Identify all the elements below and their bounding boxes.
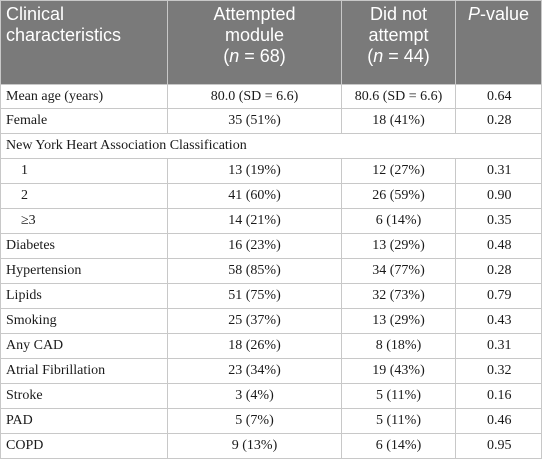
section-heading-cell: New York Heart Association Classificatio…: [0, 133, 542, 159]
header-col2-n: (n = 68): [223, 46, 286, 66]
p-value-cell: 0.35: [455, 208, 542, 234]
header-col2-line1: Attempted: [213, 4, 296, 24]
attempted-value-cell: 51 (75%): [167, 283, 342, 309]
p-value-cell: 0.28: [455, 258, 542, 284]
header-col2-n-value: = 68): [239, 46, 286, 66]
not-attempted-value-cell: 19 (43%): [341, 358, 456, 384]
table-row: Hypertension 58 (85%) 34 (77%) 0.28: [0, 258, 542, 284]
not-attempted-value-cell: 12 (27%): [341, 158, 456, 184]
p-value-cell: 0.48: [455, 233, 542, 259]
header-p-italic: P: [467, 4, 480, 24]
not-attempted-value-cell: 26 (59%): [341, 183, 456, 209]
not-attempted-value-cell: 6 (14%): [341, 433, 456, 459]
table-row: Lipids 51 (75%) 32 (73%) 0.79: [0, 283, 542, 309]
table-header: Clinical characteristics Attempted modul…: [0, 0, 542, 85]
not-attempted-value-cell: 8 (18%): [341, 333, 456, 359]
header-clinical-characteristics: Clinical characteristics: [0, 0, 168, 85]
attempted-value-cell: 14 (21%): [167, 208, 342, 234]
attempted-value-cell: 16 (23%): [167, 233, 342, 259]
p-value-cell: 0.16: [455, 383, 542, 409]
p-value-cell: 0.28: [455, 108, 542, 134]
header-col1-line2: characteristics: [6, 25, 122, 45]
header-col1-line1: Clinical: [6, 4, 65, 24]
header-col3-n-value: = 44): [383, 46, 430, 66]
header-col3-line2: attempt: [368, 25, 429, 45]
characteristic-cell: Mean age (years): [0, 84, 168, 109]
table-row: 1 13 (19%) 12 (27%) 0.31: [0, 158, 542, 184]
attempted-value-cell: 41 (60%): [167, 183, 342, 209]
header-col3-line1: Did not: [369, 4, 428, 24]
header-p-rest: -value: [479, 4, 530, 24]
header-did-not-attempt: Did not attempt (n = 44): [341, 0, 456, 85]
characteristic-cell: Atrial Fibrillation: [0, 358, 168, 384]
attempted-value-cell: 58 (85%): [167, 258, 342, 284]
p-value-cell: 0.31: [455, 158, 542, 184]
characteristic-cell: Lipids: [0, 283, 168, 309]
table-row: ≥3 14 (21%) 6 (14%) 0.35: [0, 208, 542, 234]
characteristic-cell: COPD: [0, 433, 168, 459]
table-row: Any CAD 18 (26%) 8 (18%) 0.31: [0, 333, 542, 359]
attempted-value-cell: 23 (34%): [167, 358, 342, 384]
table-row: Mean age (years) 80.0 (SD = 6.6) 80.6 (SD …: [0, 84, 542, 109]
header-col2-line2: module: [224, 25, 285, 45]
attempted-value-cell: 3 (4%): [167, 383, 342, 409]
characteristic-cell: Hypertension: [0, 258, 168, 284]
characteristic-cell: Stroke: [0, 383, 168, 409]
p-value-cell: 0.64: [455, 84, 542, 109]
table-row: COPD 9 (13%) 6 (14%) 0.95: [0, 433, 542, 459]
characteristic-cell: PAD: [0, 408, 168, 434]
header-col3-n-label: n: [373, 46, 384, 66]
attempted-value-cell: 5 (7%): [167, 408, 342, 434]
table-row: Stroke 3 (4%) 5 (11%) 0.16: [0, 383, 542, 409]
table-row: PAD 5 (7%) 5 (11%) 0.46: [0, 408, 542, 434]
header-row: Clinical characteristics Attempted modul…: [0, 0, 542, 85]
attempted-value-cell: 80.0 (SD = 6.6): [167, 84, 342, 109]
characteristic-cell: Female: [0, 108, 168, 134]
not-attempted-value-cell: 13 (29%): [341, 233, 456, 259]
attempted-value-cell: 18 (26%): [167, 333, 342, 359]
p-value-cell: 0.46: [455, 408, 542, 434]
not-attempted-value-cell: 32 (73%): [341, 283, 456, 309]
characteristic-cell: Diabetes: [0, 233, 168, 259]
p-value-cell: 0.31: [455, 333, 542, 359]
not-attempted-value-cell: 18 (41%): [341, 108, 456, 134]
table-row: Female 35 (51%) 18 (41%) 0.28: [0, 108, 542, 134]
header-p-value: P-value: [455, 0, 542, 85]
table-row: New York Heart Association Classificatio…: [0, 133, 542, 159]
characteristic-cell: 1: [0, 158, 168, 184]
characteristic-cell: 2: [0, 183, 168, 209]
table-row: Atrial Fibrillation 23 (34%) 19 (43%) 0.32: [0, 358, 542, 384]
table-row: Diabetes 16 (23%) 13 (29%) 0.48: [0, 233, 542, 259]
table-row: Smoking 25 (37%) 13 (29%) 0.43: [0, 308, 542, 334]
not-attempted-value-cell: 80.6 (SD = 6.6): [341, 84, 456, 109]
p-value-cell: 0.32: [455, 358, 542, 384]
p-value-cell: 0.79: [455, 283, 542, 309]
p-value-cell: 0.43: [455, 308, 542, 334]
characteristic-cell: ≥3: [0, 208, 168, 234]
header-attempted-module: Attempted module (n = 68): [167, 0, 342, 85]
not-attempted-value-cell: 6 (14%): [341, 208, 456, 234]
attempted-value-cell: 25 (37%): [167, 308, 342, 334]
p-value-cell: 0.95: [455, 433, 542, 459]
table-row: 2 41 (60%) 26 (59%) 0.90: [0, 183, 542, 209]
not-attempted-value-cell: 5 (11%): [341, 408, 456, 434]
p-value-cell: 0.90: [455, 183, 542, 209]
header-col2-n-label: n: [229, 46, 240, 66]
not-attempted-value-cell: 34 (77%): [341, 258, 456, 284]
attempted-value-cell: 13 (19%): [167, 158, 342, 184]
characteristic-cell: Any CAD: [0, 333, 168, 359]
header-col3-n: (n = 44): [367, 46, 430, 66]
not-attempted-value-cell: 13 (29%): [341, 308, 456, 334]
not-attempted-value-cell: 5 (11%): [341, 383, 456, 409]
attempted-value-cell: 35 (51%): [167, 108, 342, 134]
table-body: Mean age (years) 80.0 (SD = 6.6) 80.6 (SD …: [0, 84, 542, 459]
attempted-value-cell: 9 (13%): [167, 433, 342, 459]
characteristic-cell: Smoking: [0, 308, 168, 334]
